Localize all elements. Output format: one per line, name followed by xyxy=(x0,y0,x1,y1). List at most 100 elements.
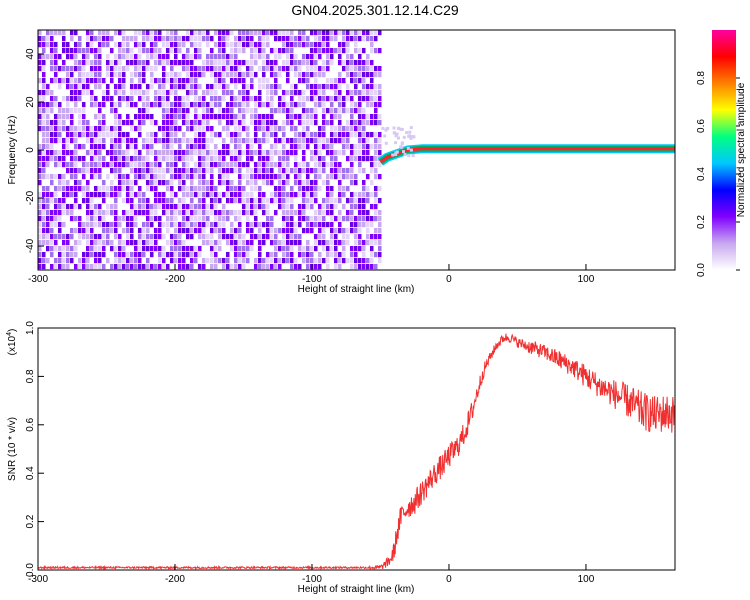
spectrogram-cell-648 xyxy=(118,258,122,264)
spectrogram-cell-2477 xyxy=(350,258,354,264)
spectrogram-cell-2057 xyxy=(298,120,302,126)
spectrogram-cell-2236 xyxy=(318,264,322,270)
spectrogram-cell-2029 xyxy=(294,132,298,138)
spectrogram-cell-516 xyxy=(102,156,106,162)
spectrogram-cell-2292 xyxy=(326,222,330,228)
spectrogram-cell-1779 xyxy=(262,120,266,126)
spectrogram-cell-2418 xyxy=(346,30,350,36)
spectrogram-cell-2610 xyxy=(370,48,374,54)
spectrogram-cell-713 xyxy=(130,72,134,78)
chart-title: GN04.2025.301.12.14.C29 xyxy=(291,2,459,18)
spectrogram-cell-1851 xyxy=(270,192,274,198)
spectrogram-cell-781 xyxy=(138,108,142,114)
spectrogram-cell-197 xyxy=(62,60,66,66)
spectrogram-cell-1999 xyxy=(290,126,294,132)
spectrogram-cell-739 xyxy=(130,264,134,270)
spectrogram-cell-2353 xyxy=(334,240,338,246)
spectrogram-cell-1701 xyxy=(250,222,254,228)
spectrogram-cell-1580 xyxy=(238,60,242,66)
spectrogram-cell-2519 xyxy=(358,90,362,96)
spectrogram-cell-2228 xyxy=(318,210,322,216)
spectrogram-cell-1345 xyxy=(206,192,210,198)
spectrogram-cell-1065 xyxy=(174,72,178,78)
spectrogram-cell-1904 xyxy=(278,156,282,162)
spectrogram-cell-1961 xyxy=(286,90,290,96)
spectrogram-cell-373 xyxy=(86,36,90,42)
spectrogram-cell-1734 xyxy=(258,30,262,36)
spectrogram-cell-15 xyxy=(38,150,42,156)
spectrogram-cell-1484 xyxy=(226,54,230,60)
spectrogram-cell-2145 xyxy=(310,66,314,72)
spectrogram-cell-203 xyxy=(62,120,66,126)
spectrogram-cell-878 xyxy=(150,120,154,126)
spectrogram-cell-2549 xyxy=(362,66,366,72)
spectrogram-cell-2457 xyxy=(350,114,354,120)
spectrogram-cell-238 xyxy=(66,144,70,150)
spectrogram-cell-1674 xyxy=(246,258,250,264)
spectrogram-cell-550 xyxy=(106,222,110,228)
spectrogram-cell-2312 xyxy=(330,138,334,144)
snr-frame xyxy=(37,327,676,571)
snr-panel: -300 -200 -100 0 100 0.00.20.40.60.81.0 Heig… xyxy=(6,321,676,595)
spectrogram-cell-114 xyxy=(50,126,54,132)
spectrogram-cell-2013 xyxy=(290,240,294,246)
spectrogram-cell-1276 xyxy=(198,168,202,174)
spectrogram-cell-1890 xyxy=(274,264,278,270)
spectrogram-cell-223 xyxy=(62,264,66,270)
spectrogram-cell-2056 xyxy=(298,114,302,120)
spectrogram-cell-2324 xyxy=(330,216,334,222)
spectrogram-cell-2446 xyxy=(350,30,354,36)
spectrogram-cell-1493 xyxy=(226,120,230,126)
spectrogram-cell-494 xyxy=(98,210,102,216)
spectrogram-cell-2014 xyxy=(290,246,294,252)
spectrogram-cell-2387 xyxy=(338,240,342,246)
spectrogram-cell-743 xyxy=(134,54,138,60)
spectrogram-cell-582 xyxy=(114,30,118,36)
spectrogram-cell-844 xyxy=(146,108,150,114)
spectrogram-cell-742 xyxy=(134,42,138,48)
spectrogram-cell-129 xyxy=(50,240,54,246)
spectrogram-cell-1261 xyxy=(198,54,202,60)
spectrogram-cell-107 xyxy=(50,66,54,72)
spectrogram-cell-2348 xyxy=(334,198,338,204)
spectrogram-cell-14 xyxy=(38,144,42,150)
spectrogram-cell-838 xyxy=(146,60,150,66)
spectrogram-cell-149 xyxy=(54,156,58,162)
spectrogram-cell-1828 xyxy=(266,258,270,264)
spectrogram-cell-735 xyxy=(130,234,134,240)
spectrogram-cell-525 xyxy=(102,228,106,234)
spectrogram-cell-2049 xyxy=(298,60,302,66)
spectrogram-cell-2323 xyxy=(330,210,334,216)
spectrogram-cell-1513 xyxy=(230,42,234,48)
spectrogram-cell-1092 xyxy=(174,258,178,264)
spectrogram-cell-886 xyxy=(150,180,154,186)
spectrogram-cell-151 xyxy=(54,174,58,180)
spectrogram-cell-1709 xyxy=(254,54,258,60)
spectrogram-cell-307 xyxy=(74,192,78,198)
spectrogram-cell-2297 xyxy=(326,264,330,270)
spectrogram-cell-1414 xyxy=(214,252,218,258)
spectrogram-cell-954 xyxy=(158,252,162,258)
spectrogram-cell-378 xyxy=(86,72,90,78)
spectrogram-cell-322 xyxy=(78,78,82,84)
spectrogram-cell-2106 xyxy=(302,252,306,258)
spectrogram-cell-1439 xyxy=(218,192,222,198)
spectrogram-cell-1024 xyxy=(170,36,174,42)
spectrogram-cell-1705 xyxy=(250,246,254,252)
spectrogram-cell-214 xyxy=(62,198,66,204)
spectrogram-cell-2212 xyxy=(318,72,322,78)
spectrogram-cell-1998 xyxy=(290,120,294,126)
spectrogram-cell-1115 xyxy=(178,210,182,216)
spectrogram-cell-718 xyxy=(130,102,134,108)
spectrogram-cell-607 xyxy=(114,210,118,216)
spectrogram-cell-1497 xyxy=(226,150,230,156)
spectrogram-cell-2585 xyxy=(366,90,370,96)
spectrogram-cell-2124 xyxy=(306,162,310,168)
spectrogram-cell-1206 xyxy=(190,150,194,156)
spectrogram-cell-2041 xyxy=(294,228,298,234)
spectrogram-cell-191 xyxy=(58,258,62,264)
spectrogram-cell-397 xyxy=(86,228,90,234)
spectrogram-cell-1251 xyxy=(194,216,198,222)
spectrogram-cell-464 xyxy=(94,246,98,252)
spectrogram-cell-1242 xyxy=(194,144,198,150)
